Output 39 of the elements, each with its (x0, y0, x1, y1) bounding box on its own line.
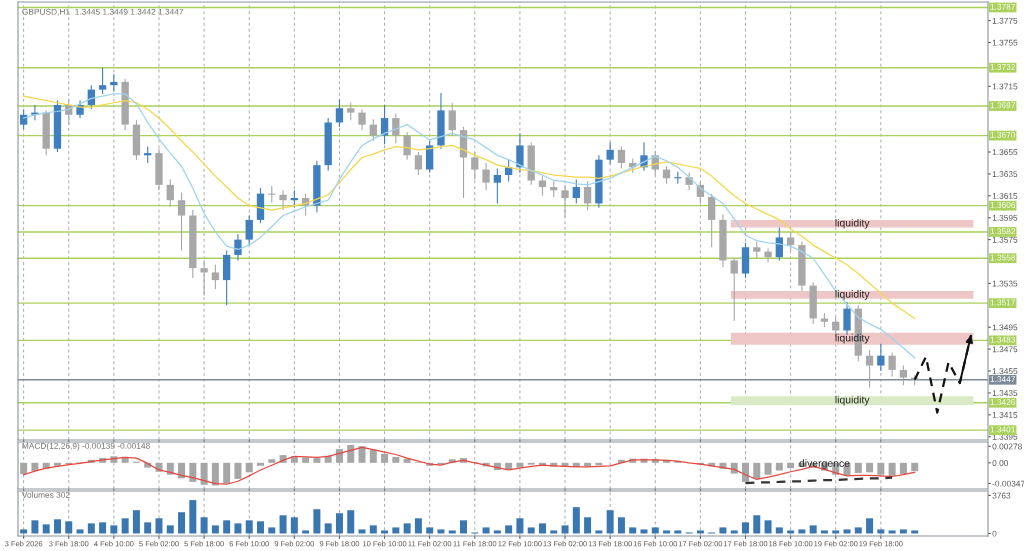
ref-line-label: 1.3483 (990, 336, 1016, 343)
y-tick-label: 1.3475 (992, 346, 1018, 353)
ref-line-label: 1.3517 (990, 299, 1016, 306)
y-tick-label: 0 (992, 530, 997, 537)
y-tick-label: 1.3635 (992, 171, 1018, 178)
y-tick-label: 1.3575 (992, 236, 1018, 243)
y-tick-label: 1.3595 (992, 214, 1018, 221)
y-tick-label: 1.3775 (992, 17, 1018, 24)
ref-line-label: 1.3447 (990, 376, 1016, 383)
y-tick-label: 1.3415 (992, 412, 1018, 418)
band-label: liquidity (835, 290, 870, 300)
ref-line-label: 1.3670 (990, 131, 1016, 138)
ref-line-label: 1.3426 (990, 399, 1016, 406)
y-tick-label: 1.3615 (992, 193, 1018, 199)
ref-line-label: 1.3732 (990, 64, 1016, 70)
y-tick-label: 1.3495 (992, 324, 1018, 331)
y-tick-label: 1.3715 (992, 83, 1018, 90)
series-label: divergence (799, 459, 850, 469)
ref-line-label: 1.3558 (990, 254, 1016, 261)
ref-line-label: 1.3787 (990, 3, 1016, 10)
ref-line-label: 1.3697 (990, 102, 1016, 109)
chart-title: Volumes 302 (21, 491, 70, 498)
ref-line-label: 1.3401 (990, 426, 1016, 433)
band-label: liquidity (835, 395, 870, 406)
y-tick-label: 1.3455 (992, 368, 1018, 375)
y-tick-label: 1.3755 (992, 39, 1018, 46)
chart-title: MACD(12,26,9) -0.00139 -0.00148 (22, 442, 150, 451)
y-tick-label: 0.00278 (992, 443, 1022, 450)
text: GBPUSD,H1 1.3445 1.3449 1.3442 1.3447 (22, 8, 184, 16)
y-tick-label: 3763 (992, 492, 1011, 499)
y-tick-label: 1.3435 (992, 390, 1018, 397)
y-tick-label: 1.3655 (992, 149, 1018, 156)
y-tick-label: 1.3535 (992, 280, 1018, 287)
y-tick-label: 0.00 (992, 460, 1009, 466)
ref-line-label: 1.3582 (990, 228, 1016, 235)
band-label: liquidity (835, 333, 870, 344)
ref-line-label: 1.3606 (990, 202, 1016, 208)
band-label: liquidity (835, 218, 870, 229)
y-tick-label: -0.00347 (992, 480, 1024, 487)
